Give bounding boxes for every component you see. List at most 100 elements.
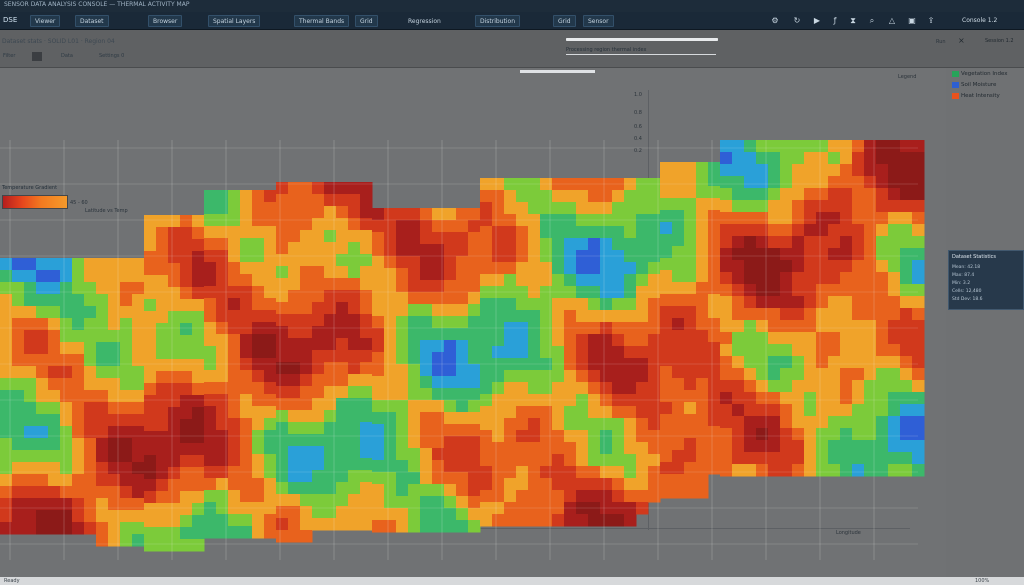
camera-icon[interactable]: ▣ bbox=[908, 16, 916, 25]
heatmap-cell bbox=[384, 364, 397, 377]
tab-regression[interactable]: Regression bbox=[408, 18, 441, 25]
layer-toggle-button[interactable] bbox=[32, 52, 42, 61]
heatmap-cell bbox=[336, 350, 349, 363]
heatmap-cell bbox=[204, 466, 217, 479]
heatmap-cell bbox=[396, 388, 409, 401]
export-icon[interactable]: ⇪ bbox=[927, 16, 935, 25]
heatmap-cell bbox=[216, 214, 229, 227]
heatmap-cell bbox=[84, 510, 97, 523]
close-icon[interactable]: × bbox=[958, 36, 965, 45]
heatmap-cell bbox=[408, 412, 421, 425]
heatmap-cell bbox=[288, 422, 301, 435]
heatmap-cell bbox=[0, 390, 13, 403]
heatmap-cell bbox=[516, 322, 529, 335]
heatmap-cell bbox=[672, 414, 685, 427]
heatmap-cell bbox=[816, 236, 829, 249]
heatmap-cell bbox=[900, 140, 913, 153]
tab-dataset[interactable]: Dataset bbox=[75, 15, 109, 27]
horizontal-scrollbar[interactable] bbox=[520, 70, 595, 73]
heatmap-cell bbox=[612, 310, 625, 323]
heatmap-cell bbox=[900, 272, 913, 285]
filter-button[interactable]: Filter bbox=[3, 53, 16, 59]
heatmap-cell bbox=[600, 214, 613, 227]
heatmap-cell bbox=[756, 248, 769, 261]
heatmap-cell bbox=[456, 220, 469, 233]
heatmap-cell bbox=[360, 410, 373, 423]
heatmap-cell bbox=[108, 522, 121, 535]
heatmap-cell bbox=[468, 484, 481, 497]
legend-item[interactable]: Vegetation Index bbox=[952, 70, 1008, 78]
tab-distribution[interactable]: Distribution bbox=[475, 15, 521, 27]
heatmap-cell bbox=[684, 186, 697, 199]
heatmap-cell bbox=[288, 446, 301, 459]
settings-button[interactable]: Settings 0 bbox=[99, 53, 125, 59]
heatmap-cell bbox=[852, 356, 865, 369]
heatmap-cell bbox=[900, 356, 913, 369]
heatmap-cell bbox=[684, 462, 697, 475]
heatmap-cell bbox=[312, 470, 325, 483]
heatmap-cell bbox=[900, 248, 913, 261]
heatmap-cell bbox=[228, 526, 241, 539]
heatmap-cell bbox=[588, 274, 601, 287]
tab-browser[interactable]: Browser bbox=[148, 15, 183, 27]
heatmap-cell bbox=[264, 490, 277, 503]
heatmap-cell bbox=[372, 316, 385, 329]
heatmap-cell bbox=[420, 232, 433, 245]
tab-spatial-layers[interactable]: Spatial Layers bbox=[208, 15, 261, 27]
heatmap-cell bbox=[144, 371, 157, 384]
heatmap-cell bbox=[708, 222, 721, 235]
function-icon[interactable]: ƒ bbox=[833, 16, 837, 25]
heatmap-cell bbox=[264, 214, 277, 227]
data-button[interactable]: Data bbox=[61, 53, 73, 59]
heatmap-cell bbox=[756, 296, 769, 309]
heatmap-cell bbox=[696, 258, 709, 271]
heatmap-cell bbox=[312, 182, 325, 195]
legend-item[interactable]: Soil Moisture bbox=[952, 81, 996, 89]
timer-icon[interactable]: ⧗ bbox=[850, 16, 856, 25]
tab-thermal-bands[interactable]: Thermal Bands bbox=[294, 15, 350, 27]
search-icon[interactable]: ⌕ bbox=[869, 16, 875, 25]
run-button[interactable]: Run bbox=[936, 39, 946, 45]
heatmap-cell bbox=[756, 428, 769, 441]
heatmap-cell bbox=[852, 224, 865, 237]
thermal-heatmap[interactable] bbox=[0, 140, 930, 560]
heatmap-cell bbox=[168, 455, 181, 468]
heatmap-cell bbox=[24, 438, 37, 451]
heatmap-cell bbox=[168, 299, 181, 312]
heatmap-cell bbox=[312, 290, 325, 303]
legend-item[interactable]: Heat Intensity bbox=[952, 92, 1000, 100]
refresh-icon[interactable]: ↻ bbox=[793, 16, 801, 25]
heatmap-cell bbox=[744, 428, 757, 441]
gear-icon[interactable]: ⚙ bbox=[771, 16, 779, 25]
heatmap-cell bbox=[276, 254, 289, 267]
play-icon[interactable]: ▶ bbox=[813, 16, 821, 25]
tab-grid-2[interactable]: Grid bbox=[553, 15, 576, 27]
tab-grid[interactable]: Grid bbox=[355, 15, 378, 27]
heatmap-cell bbox=[588, 370, 601, 383]
heatmap-cell bbox=[516, 370, 529, 383]
heatmap-cell bbox=[276, 182, 289, 195]
heatmap-cell bbox=[48, 270, 61, 283]
heatmap-cell bbox=[12, 378, 25, 391]
heatmap-cell bbox=[180, 263, 193, 276]
heatmap-cell bbox=[444, 280, 457, 293]
alert-icon[interactable]: △ bbox=[888, 16, 896, 25]
title-bar: SENSOR DATA ANALYSIS CONSOLE — THERMAL A… bbox=[0, 0, 1024, 12]
heatmap-cell bbox=[228, 478, 241, 491]
heatmap-cell bbox=[420, 340, 433, 353]
heatmap-cell bbox=[60, 378, 73, 391]
heatmap-cell bbox=[492, 502, 505, 515]
heatmap-cell bbox=[672, 450, 685, 463]
heatmap-cell bbox=[528, 394, 541, 407]
heatmap-cell bbox=[684, 342, 697, 355]
tab-viewer[interactable]: Viewer bbox=[30, 15, 61, 27]
heatmap-cell bbox=[312, 506, 325, 519]
heatmap-cell bbox=[432, 400, 445, 413]
heatmap-cell bbox=[840, 236, 853, 249]
heatmap-cell bbox=[324, 506, 337, 519]
tab-sensor[interactable]: Sensor bbox=[583, 15, 614, 27]
heatmap-cell bbox=[648, 250, 661, 263]
heatmap-cell bbox=[360, 182, 373, 195]
heatmap-cell bbox=[468, 304, 481, 317]
heatmap-cell bbox=[300, 302, 313, 315]
